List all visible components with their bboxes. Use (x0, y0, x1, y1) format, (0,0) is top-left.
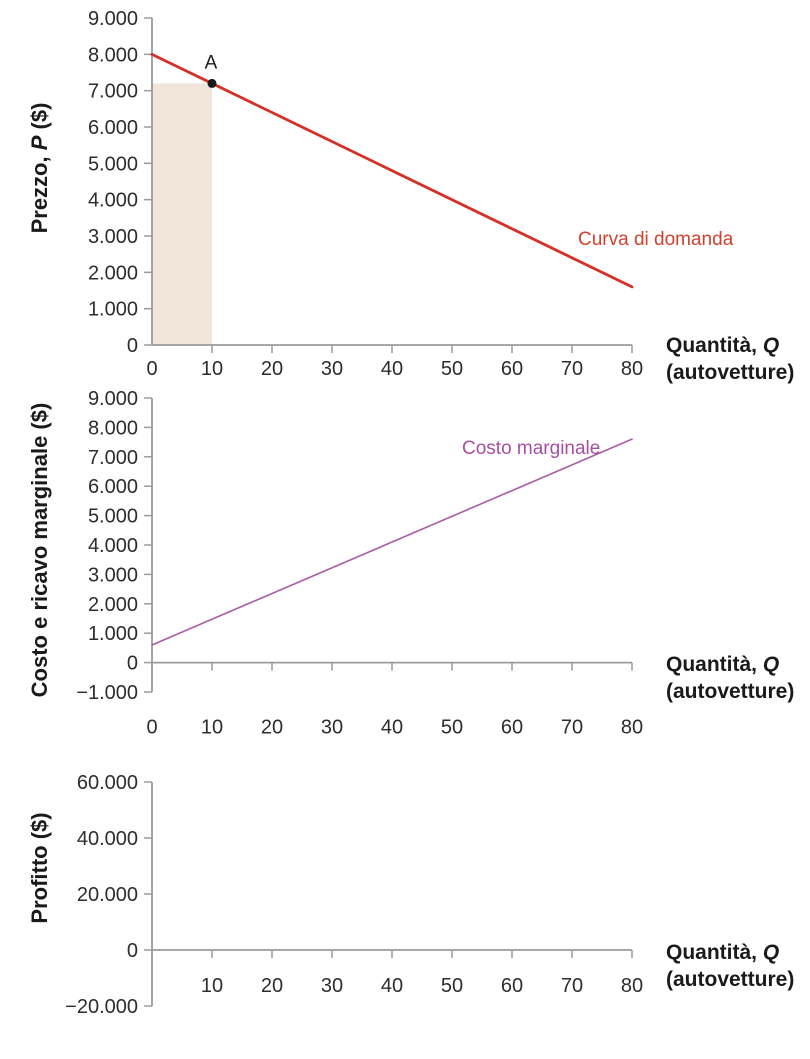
y-tick-label: −1.000 (76, 682, 138, 704)
y-tick-label: 5.000 (88, 153, 138, 175)
x-tick-label: 60 (501, 717, 523, 739)
y-axis-title-marginal-cost: Costo e ricavo marginale ($) (27, 403, 53, 698)
y-tick-label: 9.000 (88, 388, 138, 410)
y-axis-title-price-suffix: ($) (27, 102, 52, 136)
y-tick-label: 2.000 (88, 262, 138, 284)
x-axis-title-1: Quantità, Q (autovetture) (666, 332, 794, 386)
y-tick-label: 0 (127, 335, 138, 357)
series-line (151, 438, 633, 646)
y-tick-label: 4.000 (88, 190, 138, 212)
y-axis-title-price-prefix: Prezzo, (27, 150, 52, 234)
y-tick-label: 3.000 (88, 226, 138, 248)
y-axis-title-profit-text: Profitto ($) (27, 812, 52, 924)
x-tick-label: 80 (621, 358, 643, 380)
y-axis-title-profit: Profitto ($) (27, 812, 53, 923)
y-tick-label: 6.000 (88, 117, 138, 139)
y-axis-title-marginal-cost-text: Costo e ricavo marginale ($) (27, 402, 52, 698)
x-tick-label: 30 (321, 975, 343, 997)
chart-2: 9.000 8.000 7.000 6.000 5.000 4.000 3.000 2.000… (76, 388, 643, 739)
y-tick-label: 20.000 (77, 884, 138, 906)
x-tick-label: 80 (621, 717, 643, 739)
x-tick-label: 40 (381, 975, 403, 997)
y-tick-label: 2.000 (88, 594, 138, 616)
x-tick-label: 80 (621, 975, 643, 997)
x-tick-label: 10 (201, 717, 223, 739)
marginal-cost-curve-label: Costo marginale (462, 438, 601, 459)
x-tick-label: 70 (561, 975, 583, 997)
x-tick-label: 20 (261, 975, 283, 997)
x-tick-label: 20 (261, 717, 283, 739)
y-tick-label: 6.000 (88, 476, 138, 498)
x-tick-label: 60 (501, 975, 523, 997)
x-tick-label: 20 (261, 358, 283, 380)
x-axis-title-3: Quantità, Q (autovetture) (666, 939, 794, 993)
y-tick-label: 60.000 (77, 772, 138, 794)
x-axis-title-1-line2: (autovetture) (666, 361, 795, 384)
x-tick-label: 0 (146, 358, 157, 380)
x-tick-label: 70 (561, 358, 583, 380)
chart-1: 9.000 8.000 7.000 6.000 5.000 4.000 3.000 2.000… (88, 8, 643, 380)
y-tick-label: 7.000 (88, 447, 138, 469)
y-tick-label: 8.000 (88, 44, 138, 66)
y-tick-label: 0 (127, 940, 138, 962)
x-tick-label: 40 (381, 358, 403, 380)
chart-3: 60.000 40.000 20.000 0 −20.000 10 20 30 40 50 60 70… (65, 772, 643, 1018)
y-axis-title-price-symbol: P (27, 135, 52, 151)
x-axis-title-3-line1: Quantità, Q (666, 941, 780, 964)
y-tick-label: 5.000 (88, 506, 138, 528)
x-tick-label: 60 (501, 358, 523, 380)
x-tick-label: 30 (321, 717, 343, 739)
x-tick-label: 50 (441, 358, 463, 380)
x-tick-label: 50 (441, 975, 463, 997)
series-line (150, 52, 634, 289)
x-axis-title-2: Quantità, Q (autovetture) (666, 651, 794, 705)
x-tick-label: 30 (321, 358, 343, 380)
y-tick-label: 3.000 (88, 564, 138, 586)
shaded-region (152, 83, 212, 346)
x-tick-label: 70 (561, 717, 583, 739)
y-tick-label: 4.000 (88, 535, 138, 557)
y-tick-label: 0 (127, 653, 138, 675)
x-tick-label: 0 (146, 717, 157, 739)
point-A-label: A (205, 52, 218, 73)
x-axis-title-1-line1: Quantità, Q (666, 334, 780, 357)
y-tick-label: 1.000 (88, 299, 138, 321)
x-axis-title-2-line1: Quantità, Q (666, 653, 780, 676)
x-axis-title-3-line2: (autovetture) (666, 968, 795, 991)
y-tick-label: 1.000 (88, 623, 138, 645)
point-A-marker (207, 78, 217, 88)
x-tick-label: 10 (201, 975, 223, 997)
y-tick-label: 9.000 (88, 8, 138, 30)
y-tick-label: −20.000 (65, 996, 138, 1018)
y-tick-label: 8.000 (88, 417, 138, 439)
y-tick-label: 40.000 (77, 828, 138, 850)
y-tick-label: 7.000 (88, 81, 138, 103)
y-axis-title-price: Prezzo, P ($) (27, 103, 53, 234)
demand-curve-label: Curva di domanda (578, 229, 734, 250)
x-tick-label: 10 (201, 358, 223, 380)
x-tick-label: 40 (381, 717, 403, 739)
x-axis-title-2-line2: (autovetture) (666, 680, 795, 703)
x-tick-label: 50 (441, 717, 463, 739)
